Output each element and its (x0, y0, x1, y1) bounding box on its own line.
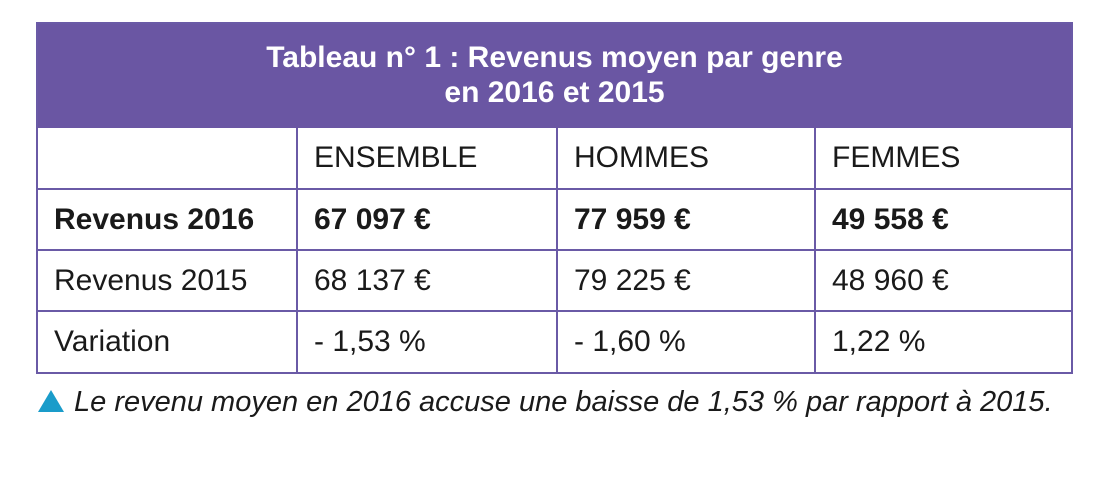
data-table: ENSEMBLE HOMMES FEMMES Revenus 2016 67 0… (38, 128, 1071, 372)
cell: 77 959 € (556, 188, 816, 251)
cell: - 1,53 % (296, 310, 558, 372)
header-cell-femmes: FEMMES (814, 128, 1071, 190)
cell: 79 225 € (556, 249, 816, 312)
cell: 48 960 € (814, 249, 1071, 312)
triangle-up-icon (38, 390, 64, 412)
caption: Le revenu moyen en 2016 accuse une baiss… (38, 384, 1068, 420)
table-row: Variation - 1,53 % - 1,60 % 1,22 % (38, 310, 1071, 372)
title-line-1: Tableau n° 1 : Revenus moyen par genre (266, 41, 843, 74)
table-row: Revenus 2015 68 137 € 79 225 € 48 960 € (38, 249, 1071, 312)
row-label: Revenus 2016 (38, 188, 298, 251)
cell: 49 558 € (814, 188, 1071, 251)
cell: 1,22 % (814, 310, 1071, 372)
header-cell-empty (38, 128, 298, 190)
cell: 67 097 € (296, 188, 558, 251)
caption-text: Le revenu moyen en 2016 accuse une baiss… (74, 386, 1053, 418)
header-row: ENSEMBLE HOMMES FEMMES (38, 128, 1071, 190)
cell: - 1,60 % (556, 310, 816, 372)
income-table: Tableau n° 1 : Revenus moyen par genre e… (36, 22, 1073, 374)
row-label: Variation (38, 310, 298, 372)
table-title: Tableau n° 1 : Revenus moyen par genre e… (38, 24, 1071, 128)
header-cell-hommes: HOMMES (556, 128, 816, 190)
table-row: Revenus 2016 67 097 € 77 959 € 49 558 € (38, 188, 1071, 251)
row-label: Revenus 2015 (38, 249, 298, 312)
header-cell-ensemble: ENSEMBLE (296, 128, 558, 190)
cell: 68 137 € (296, 249, 558, 312)
title-line-2: en 2016 et 2015 (444, 76, 665, 109)
